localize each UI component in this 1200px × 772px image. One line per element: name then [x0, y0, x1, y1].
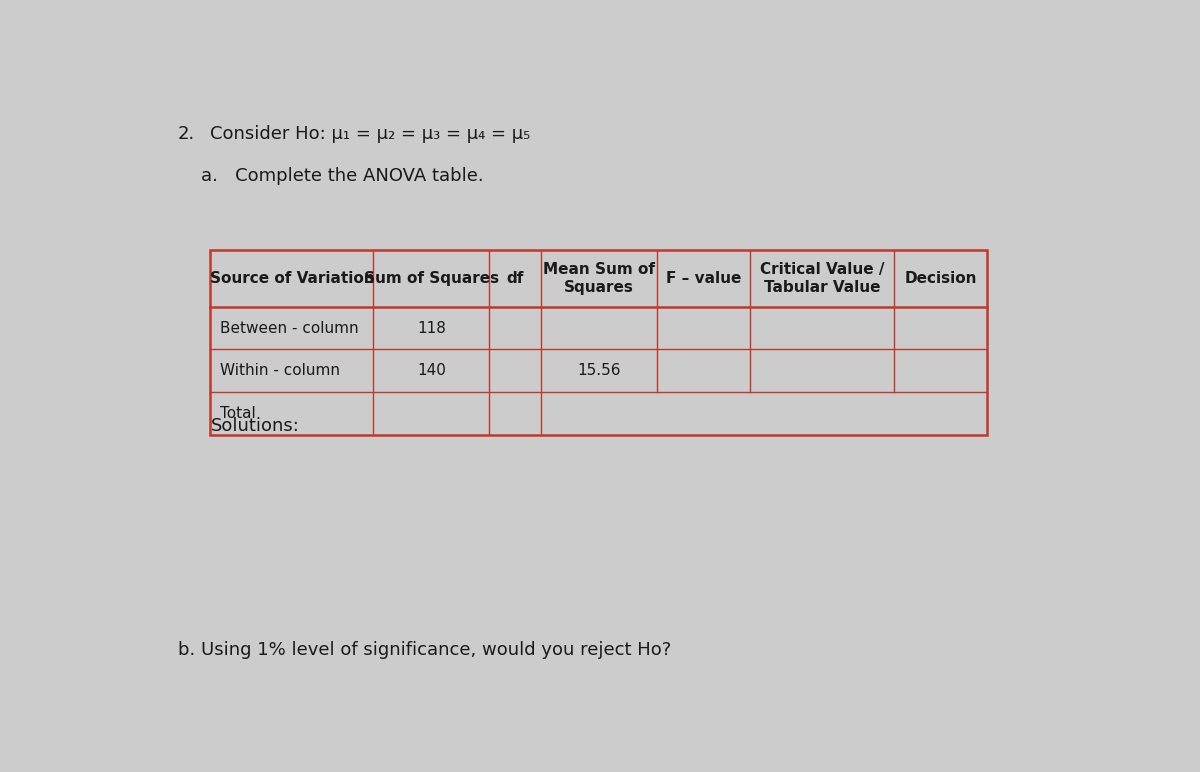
Text: Sum of Squares: Sum of Squares — [364, 271, 499, 286]
Text: Between - column: Between - column — [220, 320, 359, 336]
Text: F – value: F – value — [666, 271, 742, 286]
Text: Total: Total — [220, 406, 256, 422]
Text: Mean Sum of
Squares: Mean Sum of Squares — [542, 262, 655, 295]
Text: Solutions:: Solutions: — [210, 417, 299, 435]
Text: a.   Complete the ANOVA table.: a. Complete the ANOVA table. — [202, 167, 484, 185]
Text: 15.56: 15.56 — [577, 364, 620, 378]
Text: 118: 118 — [416, 320, 445, 336]
Bar — [210, 250, 986, 435]
Text: b. Using 1% level of significance, would you reject Ho?: b. Using 1% level of significance, would… — [178, 641, 671, 659]
Text: Decision: Decision — [905, 271, 977, 286]
Text: Source of Variation: Source of Variation — [210, 271, 374, 286]
Text: Consider Ho: μ₁ = μ₂ = μ₃ = μ₄ = μ₅: Consider Ho: μ₁ = μ₂ = μ₃ = μ₄ = μ₅ — [210, 125, 530, 144]
Text: df: df — [506, 271, 523, 286]
Text: Within - column: Within - column — [220, 364, 340, 378]
Text: 2.: 2. — [178, 125, 196, 144]
Text: 140: 140 — [416, 364, 445, 378]
Text: Critical Value /
Tabular Value: Critical Value / Tabular Value — [760, 262, 884, 295]
